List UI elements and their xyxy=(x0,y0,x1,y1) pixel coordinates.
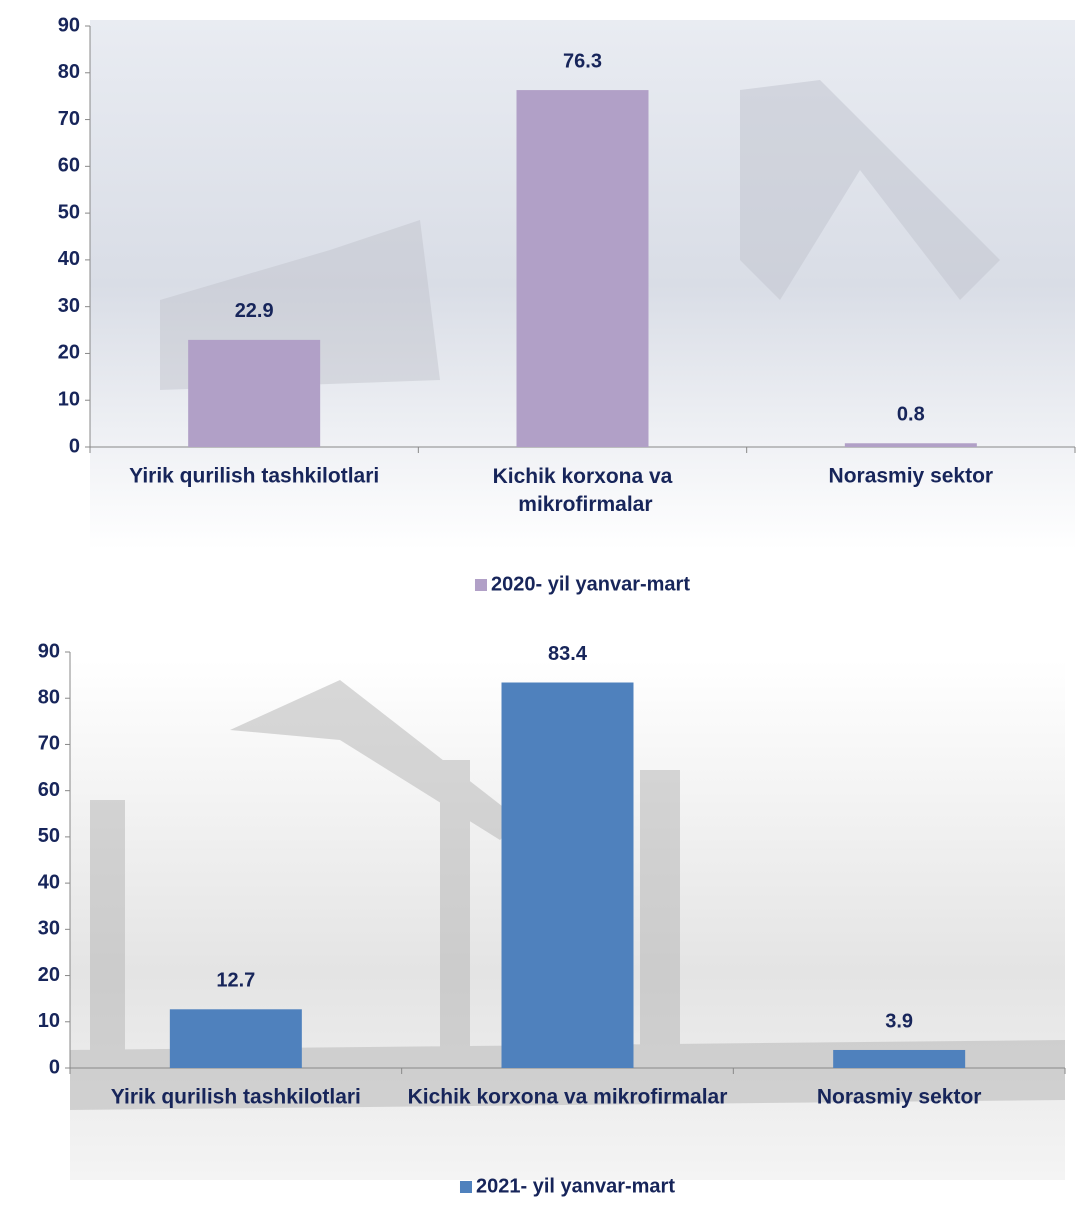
y-tick-label: 50 xyxy=(58,201,80,223)
y-tick-label: 80 xyxy=(58,61,80,83)
y-tick-label: 20 xyxy=(58,342,80,364)
y-tick-label: 60 xyxy=(58,155,80,177)
y-tick-label: 10 xyxy=(58,389,80,411)
bar xyxy=(516,90,649,447)
y-tick-label: 30 xyxy=(38,918,60,940)
data-label: 22.9 xyxy=(235,300,274,322)
background-shape xyxy=(740,80,1000,300)
x-tick-label: Kichik korxona va mikrofirmalar xyxy=(408,1086,728,1109)
y-tick-label: 40 xyxy=(38,871,60,893)
data-label: 83.4 xyxy=(548,643,588,665)
bar xyxy=(833,1049,966,1068)
data-label: 3.9 xyxy=(885,1010,913,1032)
y-tick-label: 90 xyxy=(38,640,60,662)
bar xyxy=(188,339,321,447)
y-tick-label: 90 xyxy=(58,14,80,36)
y-tick-label: 70 xyxy=(38,733,60,755)
y-tick-label: 0 xyxy=(69,435,80,457)
legend-label: 2021- yil yanvar-mart xyxy=(476,1175,675,1197)
bar xyxy=(844,443,977,447)
x-tick-label: Norasmiy sektor xyxy=(817,1086,982,1109)
data-label: 76.3 xyxy=(563,50,602,72)
x-tick-label: Yirik qurilish tashkilotlari xyxy=(129,465,379,488)
bar xyxy=(501,682,634,1068)
y-tick-label: 50 xyxy=(38,825,60,847)
background-shape xyxy=(70,680,1065,1110)
data-label: 12.7 xyxy=(216,970,255,992)
legend-label: 2020- yil yanvar-mart xyxy=(491,573,690,595)
data-label: 0.8 xyxy=(897,404,925,426)
y-tick-label: 0 xyxy=(49,1056,60,1078)
y-tick-label: 10 xyxy=(38,1010,60,1032)
y-tick-label: 80 xyxy=(38,687,60,709)
legend-swatch xyxy=(459,1181,472,1193)
x-tick-label: Norasmiy sektor xyxy=(829,465,994,488)
y-tick-label: 40 xyxy=(58,248,80,270)
x-tick-label: Yirik qurilish tashkilotlari xyxy=(111,1086,361,1109)
bar xyxy=(169,1009,302,1068)
legend-swatch xyxy=(474,579,487,591)
y-tick-label: 70 xyxy=(58,108,80,130)
x-tick-label: Kichik korxona va mikrofirmalar xyxy=(493,465,673,516)
y-tick-label: 60 xyxy=(38,779,60,801)
y-tick-label: 30 xyxy=(58,295,80,317)
y-tick-label: 20 xyxy=(38,964,60,986)
